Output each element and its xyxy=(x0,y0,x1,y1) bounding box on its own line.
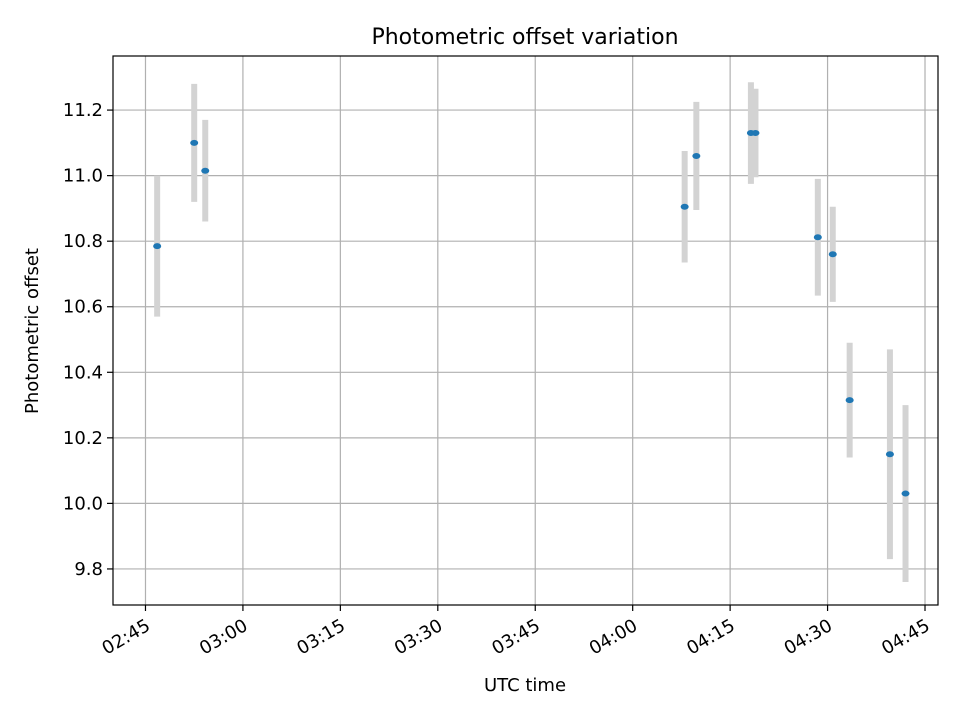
data-point xyxy=(813,234,822,241)
y-tick-label: 11.0 xyxy=(63,166,103,187)
data-point xyxy=(901,490,910,497)
data-point xyxy=(190,139,199,146)
data-point xyxy=(201,167,210,174)
data-point xyxy=(692,152,701,159)
y-tick-label: 11.2 xyxy=(63,100,103,121)
data-point xyxy=(680,203,689,210)
y-tick-label: 10.4 xyxy=(63,362,103,383)
grid xyxy=(113,56,938,605)
y-tick-label: 10.2 xyxy=(63,428,103,449)
y-tick-label: 9.8 xyxy=(74,559,103,580)
chart-title: Photometric offset variation xyxy=(371,25,678,50)
data-points xyxy=(153,130,910,497)
data-point xyxy=(845,397,854,404)
data-point xyxy=(153,243,162,250)
data-point xyxy=(751,130,760,137)
x-axis-label: UTC time xyxy=(484,675,566,696)
data-point xyxy=(828,251,837,258)
data-point xyxy=(885,451,894,458)
y-tick-label: 10.6 xyxy=(63,297,103,318)
y-tick-label: 10.8 xyxy=(63,231,103,252)
y-tick-label: 10.0 xyxy=(63,493,103,514)
plot-frame xyxy=(112,55,939,606)
y-axis-label: Photometric offset xyxy=(22,248,43,414)
